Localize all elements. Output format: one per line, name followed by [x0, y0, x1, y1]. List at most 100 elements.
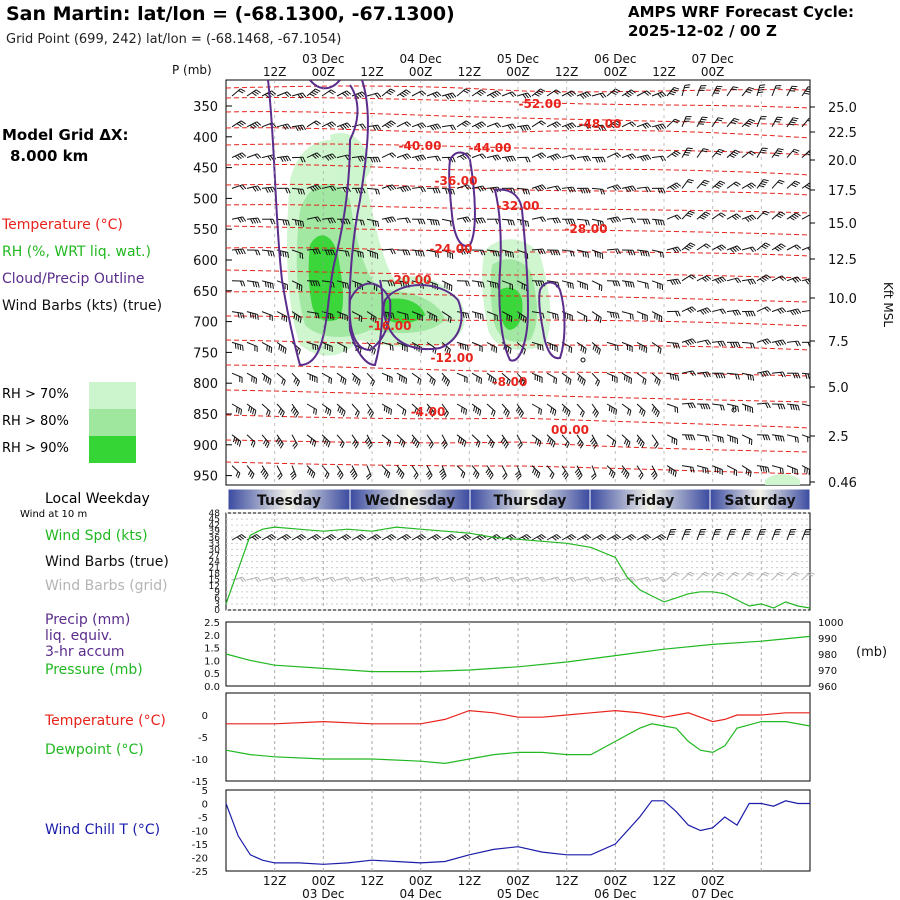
barb-staff — [711, 571, 721, 581]
barb-feather — [268, 346, 271, 352]
barb-staff — [741, 246, 753, 251]
barb-feather — [685, 528, 692, 531]
barb-staff — [786, 276, 798, 282]
wind-barb — [771, 339, 787, 347]
barb-feather — [596, 536, 602, 541]
wind-barb — [351, 311, 363, 323]
wind-barb-grid — [711, 571, 725, 581]
wind-barb — [276, 155, 292, 163]
barb-staff — [681, 274, 692, 282]
barb-feather — [344, 577, 349, 583]
barb-feather — [731, 153, 737, 157]
barb-feather — [791, 119, 798, 122]
temperature-label: -44.00 — [469, 141, 512, 155]
barb-staff — [591, 218, 603, 222]
legend-precip: Precip (mm) — [45, 612, 131, 628]
barb-feather — [415, 409, 419, 415]
barb-feather — [331, 121, 337, 126]
barb-feather — [328, 377, 330, 383]
wind-barb — [726, 245, 742, 253]
barb-feather — [687, 147, 693, 150]
barb-feather — [587, 155, 592, 161]
barb-feather — [452, 124, 457, 130]
barb-feather — [750, 150, 756, 155]
pressure-tick-label: 900 — [193, 439, 218, 454]
wind-barb — [276, 187, 291, 194]
barb-feather — [250, 218, 254, 224]
barb-feather — [417, 411, 421, 417]
barb-feather — [284, 348, 287, 354]
barb-feather — [729, 154, 735, 158]
barb-feather — [692, 435, 696, 441]
barb-feather — [342, 124, 347, 129]
temperature-label: -28.00 — [565, 222, 608, 236]
barb-staff — [306, 534, 317, 541]
barb-feather — [809, 310, 810, 316]
barb-staff — [591, 372, 600, 382]
barb-feather — [254, 410, 257, 416]
barb-feather — [452, 189, 455, 195]
barb-feather — [625, 440, 629, 446]
wind-barb — [771, 434, 785, 442]
barb-feather — [446, 536, 452, 541]
barb-feather — [632, 250, 636, 256]
barb-feather — [752, 375, 755, 381]
barb-staff — [336, 341, 347, 349]
wind-barb — [501, 465, 508, 480]
barb-feather — [251, 473, 255, 480]
barb-feather — [810, 342, 812, 347]
barb-feather — [290, 470, 295, 476]
wind-barb-grid — [276, 576, 292, 583]
wind-barb — [771, 465, 784, 474]
wind-barb-true — [681, 528, 692, 541]
barb-staff — [501, 372, 511, 381]
barb-feather — [670, 90, 677, 94]
barb-feather — [669, 531, 676, 533]
barb-feather — [749, 342, 753, 349]
barb-feather — [347, 283, 349, 289]
barb-feather — [537, 249, 541, 255]
barb-feather — [399, 93, 405, 98]
barb-feather — [235, 406, 238, 413]
wind-barb — [666, 341, 680, 349]
barb-feather — [536, 375, 539, 381]
barb-feather — [402, 281, 405, 287]
barb-feather — [299, 125, 304, 131]
barb-feather — [587, 576, 592, 582]
barb-feather — [701, 150, 708, 153]
barb-feather — [717, 278, 722, 283]
barb-staff — [606, 534, 617, 541]
barb-feather — [744, 533, 750, 535]
barb-feather — [583, 380, 586, 386]
barb-feather — [464, 312, 468, 319]
barb-feather — [614, 153, 619, 158]
barb-feather — [689, 307, 694, 312]
barb-feather — [813, 277, 816, 282]
barb-feather — [414, 156, 419, 162]
barb-feather — [313, 121, 319, 126]
barb-feather — [767, 467, 770, 473]
barb-feather — [662, 188, 666, 194]
barb-feather — [330, 378, 333, 384]
barb-feather — [812, 213, 816, 218]
wind-barb-grid — [471, 576, 487, 583]
barb-feather — [644, 250, 648, 257]
barb-feather — [524, 317, 527, 323]
barb-feather — [779, 179, 785, 183]
wind-barb — [546, 465, 555, 480]
barb-feather — [294, 219, 297, 226]
barb-staff — [456, 341, 468, 346]
pressure-tick-label: 700 — [193, 316, 218, 331]
barb-feather — [389, 376, 391, 382]
barb-feather — [249, 124, 255, 130]
barb-staff — [306, 311, 318, 314]
barb-feather — [761, 277, 767, 282]
date-label-top: 04 Dec — [400, 52, 442, 66]
wind-barb-true — [531, 534, 547, 541]
wind-barb-true — [726, 528, 737, 541]
barb-feather — [266, 345, 268, 351]
wind-barb — [456, 434, 467, 447]
barb-feather — [475, 218, 479, 224]
barb-feather — [307, 467, 310, 474]
wind-barb — [546, 403, 557, 416]
